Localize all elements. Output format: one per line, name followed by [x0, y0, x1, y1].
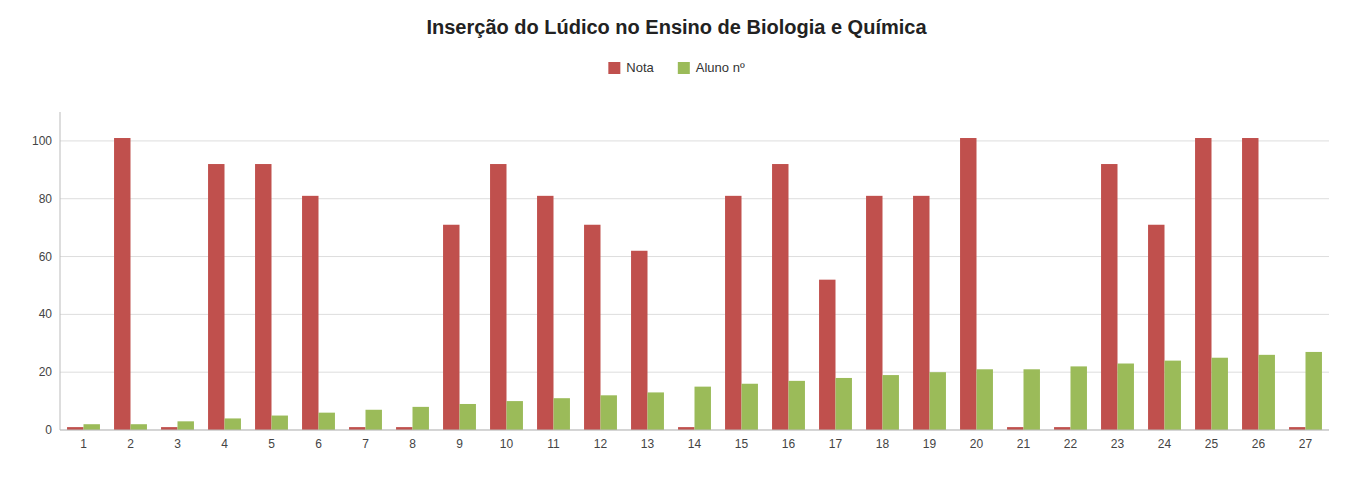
- bar: [507, 401, 523, 430]
- x-tick-label: 24: [1158, 437, 1172, 451]
- bar: [413, 407, 429, 430]
- bar: [960, 138, 976, 430]
- x-tick-label: 17: [829, 437, 843, 451]
- bar: [1148, 225, 1164, 430]
- grid-line: [60, 140, 1329, 141]
- x-tick-label: 7: [362, 437, 369, 451]
- x-tick-label: 2: [127, 437, 134, 451]
- y-tick-label: 0: [45, 423, 52, 437]
- bar: [178, 421, 194, 430]
- legend: Nota Aluno nº: [608, 60, 745, 75]
- bar: [490, 164, 506, 430]
- bar: [789, 381, 805, 430]
- x-tick-label: 5: [268, 437, 275, 451]
- bar: [272, 416, 288, 430]
- bar: [366, 410, 382, 430]
- chart: Inserção do Lúdico no Ensino de Biologia…: [0, 0, 1353, 480]
- x-tick-label: 21: [1017, 437, 1031, 451]
- grid-line: [60, 372, 1329, 373]
- x-tick-label: 1: [80, 437, 87, 451]
- bar: [1242, 138, 1258, 430]
- grid-line: [60, 314, 1329, 315]
- x-tick-label: 14: [688, 437, 702, 451]
- x-tick-label: 25: [1205, 437, 1219, 451]
- x-tick-label: 4: [221, 437, 228, 451]
- bar: [460, 404, 476, 430]
- bar: [977, 369, 993, 430]
- bar: [255, 164, 271, 430]
- bar: [554, 398, 570, 430]
- x-tick-label: 12: [594, 437, 608, 451]
- x-tick-label: 3: [174, 437, 181, 451]
- bar: [1306, 352, 1322, 430]
- x-tick-label: 19: [923, 437, 937, 451]
- y-tick-label: 20: [39, 365, 53, 379]
- legend-item: Nota: [608, 60, 654, 75]
- title: Inserção do Lúdico no Ensino de Biologia…: [426, 16, 927, 38]
- x-tick-label: 23: [1111, 437, 1125, 451]
- y-tick-label: 80: [39, 192, 53, 206]
- bar: [208, 164, 224, 430]
- y-axis-line: [60, 112, 61, 430]
- bar: [1071, 366, 1087, 430]
- x-tick-label: 26: [1252, 437, 1266, 451]
- bar: [883, 375, 899, 430]
- bar: [725, 196, 741, 430]
- bar: [225, 418, 241, 430]
- bar: [819, 280, 835, 430]
- x-tick-label: 18: [876, 437, 890, 451]
- legend-item: Aluno nº: [678, 60, 745, 75]
- x-tick-label: 6: [315, 437, 322, 451]
- x-tick-label: 15: [735, 437, 749, 451]
- bar: [1195, 138, 1211, 430]
- bar: [601, 395, 617, 430]
- bar: [1101, 164, 1117, 430]
- bar: [1165, 361, 1181, 430]
- legend-swatch: [608, 62, 620, 74]
- bar: [319, 413, 335, 430]
- bar: [1212, 358, 1228, 430]
- legend-swatch: [678, 62, 690, 74]
- bar: [631, 251, 647, 430]
- bar: [866, 196, 882, 430]
- bar: [1024, 369, 1040, 430]
- bar: [695, 387, 711, 430]
- grid-line: [60, 198, 1329, 199]
- bar: [1259, 355, 1275, 430]
- x-tick-label: 10: [500, 437, 514, 451]
- grid-line: [60, 256, 1329, 257]
- x-tick-label: 8: [409, 437, 416, 451]
- y-tick-label: 40: [39, 307, 53, 321]
- bar: [584, 225, 600, 430]
- bar: [114, 138, 130, 430]
- bars: [67, 138, 1322, 430]
- x-tick-label: 11: [547, 437, 560, 451]
- bar: [84, 424, 100, 430]
- bar: [1118, 364, 1134, 430]
- x-tick-label: 20: [970, 437, 984, 451]
- bar: [742, 384, 758, 430]
- grid: [60, 141, 1329, 430]
- x-tick-label: 27: [1299, 437, 1313, 451]
- legend-label: Aluno nº: [696, 60, 745, 75]
- bar: [302, 196, 318, 430]
- y-tick-label: 60: [39, 250, 53, 264]
- grid-line: [60, 430, 1329, 431]
- x-axis-line: [60, 430, 1329, 431]
- y-tick-label: 100: [32, 134, 52, 148]
- x-tick-label: 22: [1064, 437, 1078, 451]
- x-tick-label: 16: [782, 437, 796, 451]
- bar: [913, 196, 929, 430]
- bar: [772, 164, 788, 430]
- legend-label: Nota: [626, 60, 654, 75]
- bar: [836, 378, 852, 430]
- bar: [930, 372, 946, 430]
- bar: [443, 225, 459, 430]
- x-tick-label: 9: [456, 437, 463, 451]
- bar: [648, 392, 664, 430]
- x-tick-label: 13: [641, 437, 655, 451]
- bar: [537, 196, 553, 430]
- bar: [131, 424, 147, 430]
